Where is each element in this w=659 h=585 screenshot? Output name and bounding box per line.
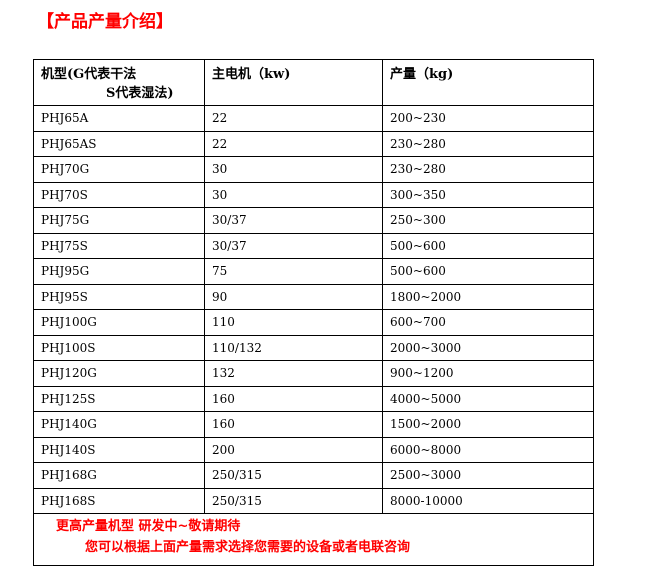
table-row: PHJ140S 200 6000~8000 (33, 436, 594, 463)
cell-motor: 250/315 (204, 462, 383, 489)
table-row: PHJ70G 30 230~280 (33, 156, 594, 183)
header-output: 产量（kg) (382, 59, 594, 106)
cell-model: PHJ65A (33, 105, 205, 132)
table-row: PHJ65A 22 200~230 (33, 105, 594, 132)
header-model-line1: 机型(G代表干法 (41, 67, 137, 82)
cell-motor: 110/132 (204, 334, 383, 361)
cell-motor: 90 (204, 283, 383, 310)
cell-output: 230~280 (382, 156, 594, 183)
cell-model: PHJ65AS (33, 130, 205, 157)
cell-output: 8000-10000 (382, 487, 594, 514)
cell-model: PHJ95G (33, 258, 205, 285)
cell-motor: 200 (204, 436, 383, 463)
cell-model: PHJ70G (33, 156, 205, 183)
cell-model: PHJ100S (33, 334, 205, 361)
table-row: PHJ100S 110/132 2000~3000 (33, 334, 594, 361)
cell-model: PHJ168G (33, 462, 205, 489)
header-model: 机型(G代表干法 S代表湿法) (33, 59, 205, 106)
cell-model: PHJ140S (33, 436, 205, 463)
footer-line1: 更高产量机型 研发中~敬请期待 (56, 519, 241, 534)
cell-output: 4000~5000 (382, 385, 594, 412)
cell-output: 500~600 (382, 258, 594, 285)
cell-model: PHJ75G (33, 207, 205, 234)
cell-model: PHJ120G (33, 360, 205, 387)
cell-model: PHJ168S (33, 487, 205, 514)
cell-motor: 250/315 (204, 487, 383, 514)
cell-output: 1800~2000 (382, 283, 594, 310)
table-header-row: 机型(G代表干法 S代表湿法) 主电机（kw) 产量（kg) (33, 59, 594, 106)
cell-model: PHJ95S (33, 283, 205, 310)
cell-model: PHJ140G (33, 411, 205, 438)
table-row: PHJ70S 30 300~350 (33, 181, 594, 208)
cell-output: 500~600 (382, 232, 594, 259)
cell-motor: 22 (204, 105, 383, 132)
cell-output: 1500~2000 (382, 411, 594, 438)
table-row: PHJ95S 90 1800~2000 (33, 283, 594, 310)
product-output-table: 机型(G代表干法 S代表湿法) 主电机（kw) 产量（kg) PHJ65A 22 20… (33, 59, 594, 566)
footer-note: 更高产量机型 研发中~敬请期待您可以根据上面产量需求选择您需要的设备或者电联咨询 (33, 513, 594, 566)
cell-motor: 160 (204, 385, 383, 412)
cell-model: PHJ125S (33, 385, 205, 412)
cell-motor: 132 (204, 360, 383, 387)
table-row: PHJ100G 110 600~700 (33, 309, 594, 336)
footer-row: 更高产量机型 研发中~敬请期待您可以根据上面产量需求选择您需要的设备或者电联咨询 (33, 513, 594, 566)
cell-motor: 22 (204, 130, 383, 157)
cell-model: PHJ70S (33, 181, 205, 208)
table-row: PHJ125S 160 4000~5000 (33, 385, 594, 412)
cell-output: 600~700 (382, 309, 594, 336)
cell-motor: 110 (204, 309, 383, 336)
cell-output: 230~280 (382, 130, 594, 157)
cell-motor: 30/37 (204, 232, 383, 259)
page-title: 【产品产量介绍】 (37, 12, 173, 32)
header-model-line2: S代表湿法) (106, 86, 174, 101)
table-row: PHJ168S 250/315 8000-10000 (33, 487, 594, 514)
table-row: PHJ95G 75 500~600 (33, 258, 594, 285)
table-row: PHJ75S 30/37 500~600 (33, 232, 594, 259)
table-row: PHJ65AS 22 230~280 (33, 130, 594, 157)
cell-output: 200~230 (382, 105, 594, 132)
cell-motor: 30 (204, 156, 383, 183)
table-row: PHJ140G 160 1500~2000 (33, 411, 594, 438)
table-row: PHJ120G 132 900~1200 (33, 360, 594, 387)
cell-output: 900~1200 (382, 360, 594, 387)
cell-output: 2500~3000 (382, 462, 594, 489)
cell-output: 300~350 (382, 181, 594, 208)
cell-motor: 160 (204, 411, 383, 438)
cell-output: 250~300 (382, 207, 594, 234)
table-row: PHJ168G 250/315 2500~3000 (33, 462, 594, 489)
table-row: PHJ75G 30/37 250~300 (33, 207, 594, 234)
cell-output: 6000~8000 (382, 436, 594, 463)
header-motor: 主电机（kw) (204, 59, 383, 106)
cell-motor: 30 (204, 181, 383, 208)
cell-motor: 75 (204, 258, 383, 285)
cell-model: PHJ75S (33, 232, 205, 259)
cell-motor: 30/37 (204, 207, 383, 234)
cell-output: 2000~3000 (382, 334, 594, 361)
cell-model: PHJ100G (33, 309, 205, 336)
footer-line2: 您可以根据上面产量需求选择您需要的设备或者电联咨询 (85, 540, 411, 555)
